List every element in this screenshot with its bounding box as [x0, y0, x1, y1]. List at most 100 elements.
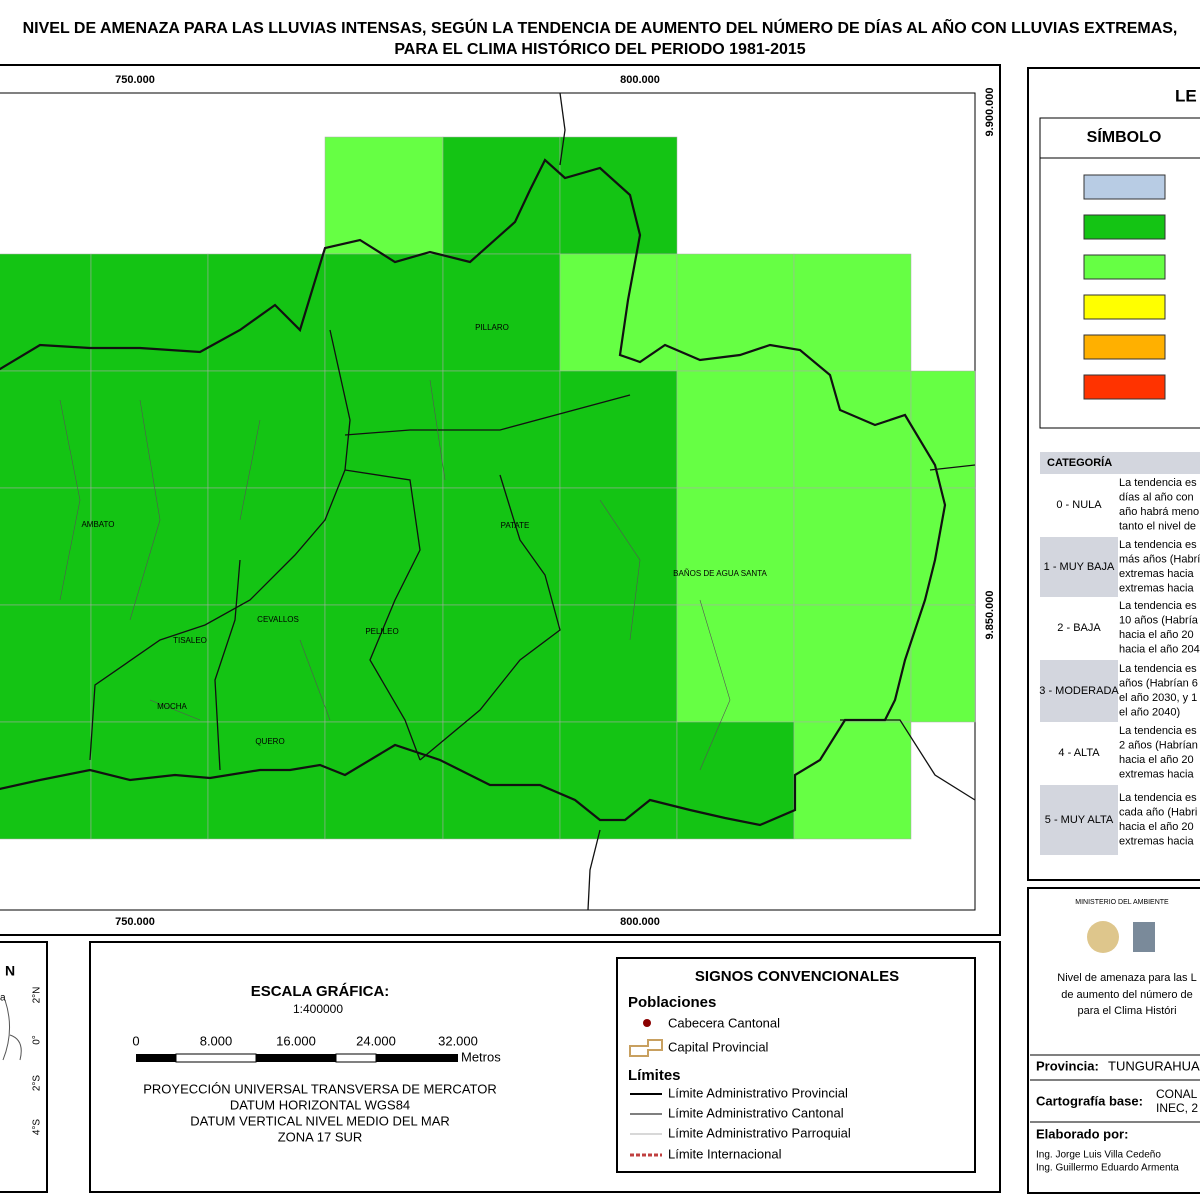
bottom-frame — [89, 941, 1001, 1193]
category-desc: año habrá meno — [1119, 506, 1199, 518]
locator-label: 2°N — [32, 987, 43, 1004]
sign-label: Límite Administrativo Provincial — [668, 1085, 848, 1100]
grid-cell — [676, 253, 795, 372]
grid-cell — [559, 487, 678, 606]
signs-title: SIGNOS CONVENCIONALES — [695, 968, 899, 985]
place-name: CEVALLOS — [257, 615, 299, 624]
place-name: PELILEO — [365, 627, 398, 636]
scale-seg — [256, 1054, 336, 1062]
category-desc: más años (Habrí — [1119, 554, 1200, 566]
category: 4 - ALTA — [1058, 747, 1100, 759]
ministry: MINISTERIO DEL AMBIENTE — [1075, 899, 1169, 906]
grid-cell — [0, 604, 92, 723]
place-name: QUERO — [255, 737, 284, 746]
legend-swatch — [1083, 374, 1166, 400]
grid-cell — [0, 370, 92, 489]
sign-label: Límite Administrativo Cantonal — [668, 1105, 844, 1120]
category-desc: extremas hacia — [1119, 836, 1194, 848]
place-name: PATATE — [501, 521, 530, 530]
category: 3 - MODERADA — [1039, 685, 1119, 697]
projection: ZONA 17 SUR — [278, 1129, 363, 1144]
grid-cell — [442, 136, 561, 255]
scale-seg — [175, 1053, 257, 1063]
boundaries — [0, 92, 976, 911]
category-desc: La tendencia es — [1119, 663, 1197, 675]
grid-cell — [559, 136, 678, 255]
grid-cell — [559, 604, 678, 723]
category-desc: años (Habrían 6 — [1119, 678, 1198, 690]
grid-cell — [910, 370, 976, 489]
locator-label: 0° — [32, 1035, 43, 1045]
info-label: Elaborado por: — [1036, 1126, 1128, 1141]
signs-frame — [616, 957, 976, 1173]
category-desc: el año 2030, y 1 — [1119, 692, 1197, 704]
category-desc: extremas hacia — [1119, 583, 1194, 595]
category-desc: el año 2040) — [1119, 707, 1180, 719]
category-desc: extremas hacia — [1119, 568, 1194, 580]
scale-title: ESCALA GRÁFICA: — [251, 983, 390, 1000]
projection: DATUM HORIZONTAL WGS84 — [230, 1097, 410, 1112]
category-desc: La tendencia es — [1119, 539, 1197, 551]
grid-cell — [207, 487, 326, 606]
info-label: Provincia: — [1036, 1058, 1099, 1073]
category-desc: días al año con — [1119, 492, 1194, 504]
cantonal-boundary — [559, 92, 566, 166]
parish-boundary — [429, 379, 446, 481]
grid-cell — [0, 487, 92, 606]
locator-frame — [0, 941, 48, 1193]
grid-cell — [559, 370, 678, 489]
cantonal-boundary — [214, 559, 241, 771]
description: de aumento del número de — [1061, 989, 1192, 1001]
grid-cell — [442, 253, 561, 372]
grid-cell — [90, 604, 209, 723]
locator-label: a — [0, 993, 6, 1004]
grid-cell — [676, 487, 795, 606]
place-name: BAÑOS DE AGUA SANTA — [673, 569, 767, 578]
x-coord: 750.000 — [115, 916, 155, 928]
cantonal-boundary — [587, 829, 601, 911]
category: 0 - NULA — [1056, 499, 1102, 511]
parish-boundary — [299, 639, 331, 721]
projection: DATUM VERTICAL NIVEL MEDIO DEL MAR — [190, 1113, 450, 1128]
grid-cell — [324, 487, 444, 606]
grid-cell — [442, 487, 561, 606]
legend-swatch — [1083, 294, 1166, 320]
scale-unit: Metros — [461, 1049, 501, 1064]
category: 1 - MUY BAJA — [1044, 561, 1115, 573]
category: 2 - BAJA — [1057, 622, 1101, 634]
category-header: CATEGORÍA — [1047, 456, 1112, 469]
locator-label: 4°S — [32, 1119, 43, 1136]
place-name: TISALEO — [173, 636, 207, 645]
category-desc: La tendencia es — [1119, 477, 1197, 489]
parish-boundary — [59, 399, 81, 601]
scale-tick: 16.000 — [276, 1033, 316, 1048]
row-bg — [1040, 785, 1118, 855]
x-coord: 750.000 — [115, 74, 155, 86]
y-coord: 9.850.000 — [984, 591, 996, 640]
locator-label: 2°S — [32, 1075, 43, 1092]
grid-cell — [324, 604, 444, 723]
place-name: AMBATO — [81, 520, 114, 529]
table-header — [1040, 452, 1200, 474]
grid-cell — [324, 721, 444, 840]
grid-cell — [0, 721, 92, 840]
map-frame — [0, 64, 1001, 936]
locator-title: N — [5, 963, 15, 979]
logo — [1087, 921, 1119, 953]
category-desc: La tendencia es — [1119, 725, 1197, 737]
info-label: Cartografía base: — [1036, 1093, 1143, 1108]
parish-boundary — [599, 499, 641, 641]
title: NIVEL DE AMENAZA PARA LAS LLUVIAS INTENS… — [23, 17, 1178, 37]
grid-cell — [90, 370, 209, 489]
signs-heading: Poblaciones — [628, 994, 716, 1011]
grid-cell — [676, 370, 795, 489]
sign-label: Límite Internacional — [668, 1146, 782, 1161]
author: Ing. Jorge Luis Villa Cedeño — [1036, 1150, 1161, 1161]
grid-cell — [793, 721, 912, 840]
cabecera-symbol — [643, 1019, 651, 1027]
cantonal-boundary — [419, 474, 561, 761]
category-desc: 2 años (Habrían — [1119, 740, 1198, 752]
place-name: PILLARO — [475, 323, 509, 332]
cantonal-boundary — [89, 329, 351, 761]
category-desc: hacia el año 20 — [1119, 629, 1194, 641]
